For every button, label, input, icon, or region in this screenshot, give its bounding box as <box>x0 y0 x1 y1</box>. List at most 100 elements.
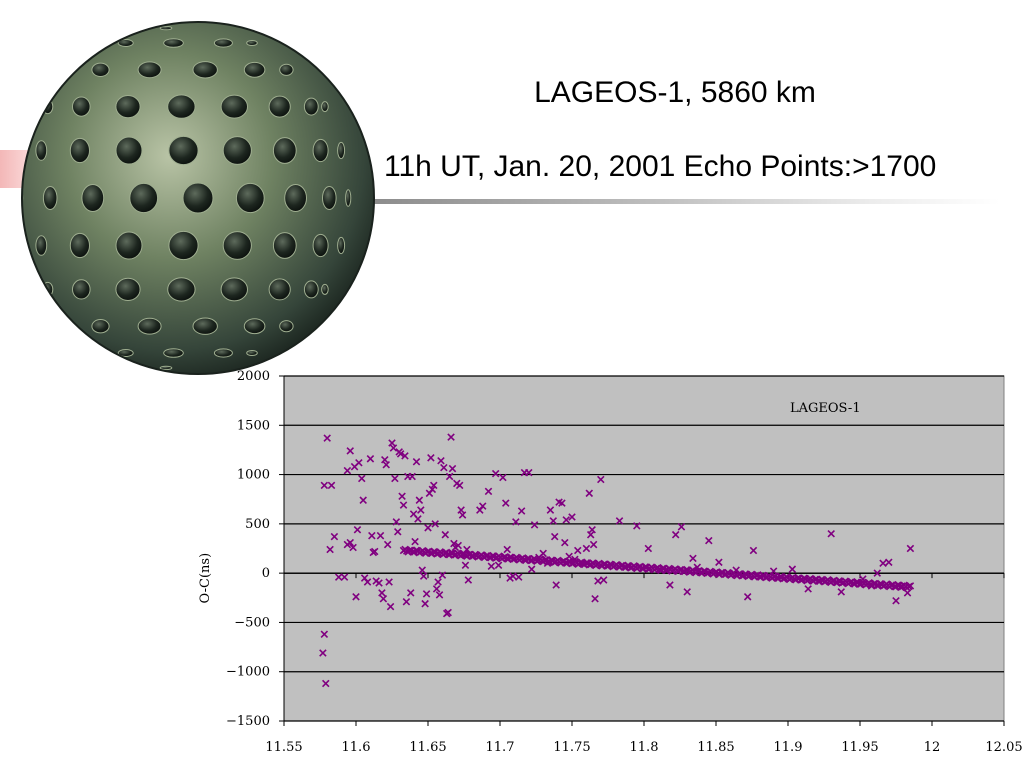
data-point <box>478 502 487 510</box>
data-point <box>906 544 915 553</box>
y-tick-label: 500 <box>245 517 270 532</box>
data-point <box>435 591 444 599</box>
data-point <box>568 513 576 521</box>
data-point <box>494 561 503 570</box>
data-point <box>591 595 599 603</box>
data-point <box>689 554 697 563</box>
data-point <box>599 576 608 584</box>
data-point <box>578 559 586 568</box>
data-point <box>562 516 571 524</box>
data-point <box>657 566 666 574</box>
data-point <box>454 541 463 550</box>
data-point <box>441 530 450 539</box>
data-point <box>804 585 812 593</box>
data-point <box>366 455 375 463</box>
x-tick-label: 11.95 <box>841 740 878 755</box>
data-point <box>463 545 471 554</box>
data-point <box>445 472 454 481</box>
data-point <box>383 540 392 549</box>
data-point <box>705 536 713 545</box>
data-point <box>906 582 915 590</box>
data-point <box>749 546 758 555</box>
x-tick-label: 11.55 <box>265 740 302 755</box>
data-point <box>509 572 517 580</box>
data-point <box>573 546 582 555</box>
lageos-satellite-sphere-icon <box>21 21 375 375</box>
x-tick-label: 11.75 <box>553 740 590 755</box>
data-point <box>391 474 399 483</box>
data-point <box>370 547 379 556</box>
data-point <box>401 452 409 460</box>
data-point <box>837 588 846 596</box>
data-point <box>421 599 429 608</box>
data-point <box>530 521 539 529</box>
data-point <box>867 582 876 590</box>
data-point <box>458 511 467 519</box>
data-point <box>594 577 602 585</box>
legend-series-label: LAGEOS-1 <box>790 401 861 416</box>
y-axis-label: O-C(ns) <box>198 553 213 604</box>
data-point <box>438 571 447 579</box>
data-point <box>405 546 414 555</box>
data-point <box>585 489 594 498</box>
data-point <box>320 481 329 490</box>
data-point <box>398 492 406 501</box>
data-point <box>402 597 411 606</box>
data-point <box>546 506 555 514</box>
data-point <box>501 499 510 507</box>
data-point <box>903 589 912 597</box>
data-point <box>525 468 533 477</box>
x-tick-label: 12 <box>924 740 941 755</box>
data-point <box>885 558 893 567</box>
data-point <box>633 522 641 530</box>
data-point <box>671 530 680 539</box>
data-point <box>432 585 441 593</box>
data-point <box>427 454 435 462</box>
data-point <box>393 527 402 536</box>
data-point <box>561 538 569 547</box>
x-tick-label: 11.85 <box>697 740 734 755</box>
data-point <box>357 474 366 483</box>
data-point <box>527 565 536 573</box>
data-point <box>827 529 835 538</box>
data-point <box>873 569 882 577</box>
data-point <box>769 567 778 575</box>
data-point <box>386 602 395 611</box>
data-point <box>419 572 428 580</box>
data-point <box>396 450 405 458</box>
data-point <box>461 561 470 570</box>
data-point <box>411 537 419 546</box>
data-point <box>549 517 558 525</box>
data-point <box>448 464 457 473</box>
data-point <box>415 496 424 504</box>
data-point <box>683 588 691 596</box>
data-point <box>715 558 723 567</box>
y-tick-label: 1500 <box>237 418 270 433</box>
data-point <box>460 550 468 559</box>
data-point <box>588 526 596 534</box>
data-point <box>565 552 573 561</box>
data-point <box>437 457 445 465</box>
data-point <box>589 540 598 549</box>
data-point <box>558 499 566 507</box>
data-point <box>431 520 439 528</box>
data-point <box>319 649 327 657</box>
data-point <box>414 515 422 523</box>
data-point <box>487 562 496 571</box>
data-point <box>879 559 887 568</box>
data-point <box>503 545 511 554</box>
data-point <box>666 581 674 589</box>
data-point <box>323 434 331 442</box>
data-point <box>355 458 363 467</box>
data-point <box>499 473 507 482</box>
data-point <box>378 589 386 597</box>
data-point <box>321 679 330 688</box>
data-point <box>375 579 383 587</box>
data-point <box>582 544 591 553</box>
y-tick-label: 0 <box>262 566 270 581</box>
data-point <box>429 481 438 490</box>
data-point <box>434 578 442 586</box>
data-point <box>399 501 408 509</box>
data-point <box>343 466 352 475</box>
data-point <box>376 531 385 540</box>
